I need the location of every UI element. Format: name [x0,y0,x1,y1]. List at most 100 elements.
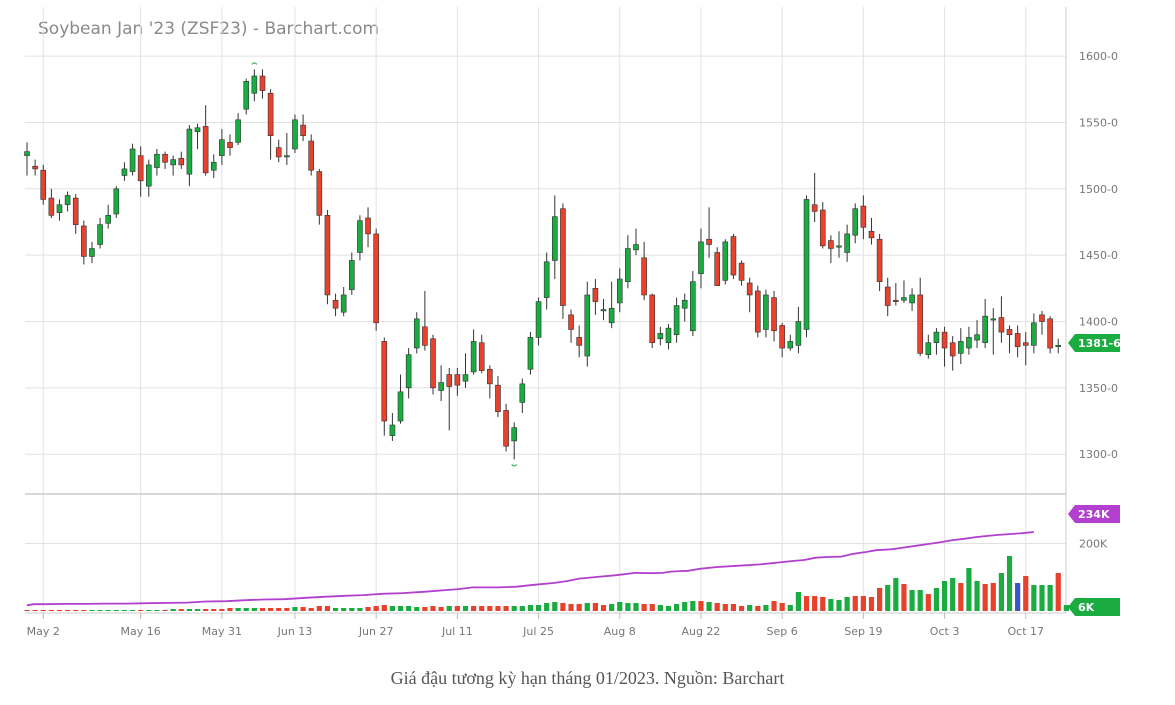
candle-body [72,197,79,225]
candle-body [966,337,972,349]
volume-bar [146,610,152,611]
last-price-badge-shape [1068,334,1120,352]
candle [413,312,420,354]
volume-bar [121,610,128,611]
candle-body [340,294,347,313]
date-tick-label: Jul 11 [441,625,473,638]
volume-bar [641,604,647,611]
date-tick-label: Oct 17 [1008,625,1045,638]
candle-body [357,220,363,253]
candle-body [162,153,168,163]
candle [462,353,469,388]
volume-bar [471,606,477,611]
candle-body [1014,333,1021,348]
candle [24,142,30,176]
candle-body [901,297,907,301]
volume-bar [511,606,517,611]
candle [633,228,639,256]
volume-bar [1023,576,1029,611]
candle [909,288,915,311]
volume-bar [32,610,38,611]
candle [340,286,347,317]
candle [397,374,404,424]
candle [1006,325,1013,354]
candle-body [543,261,550,298]
date-tick-label: May 31 [202,625,242,638]
candle-body [681,299,688,309]
candle-body [698,241,704,275]
candle [308,134,315,176]
candle-body [324,215,331,296]
volume-bar [779,603,785,611]
date-tick-label: Aug 22 [681,625,720,638]
candle [454,367,461,396]
volume-bar [438,607,444,611]
candle [811,172,818,222]
candle-body [129,148,136,172]
candle [925,334,932,359]
candle-body [81,225,87,257]
candle-body [511,427,518,442]
candle [665,324,672,350]
candle [227,134,233,156]
candle [438,365,444,402]
candle [901,280,907,303]
candle-body [113,188,120,215]
candle [625,235,631,289]
volume-bar [73,610,79,611]
chart-title: Soybean Jan '23 (ZSF23) - Barchart.com [38,19,380,39]
candle [779,322,785,358]
candle [560,203,566,319]
volume-bar [860,596,866,611]
candle [860,195,867,240]
candle-body [389,424,396,436]
open-interest-badge: 234K [1068,505,1120,523]
candle-body [478,342,485,371]
candle-body [949,342,956,357]
candle [868,217,875,245]
volume-bar [1047,585,1053,611]
candle-body [227,142,233,148]
candle-body [527,337,534,370]
candle-body [568,314,574,330]
volume-bar [763,605,769,611]
candle-body [219,139,225,156]
price-tick-label: 1600-0 [1079,50,1118,63]
candle [357,215,363,261]
volume-bar [316,606,322,611]
candle-body [381,341,388,422]
volume-bar [170,609,176,611]
candle-body [763,294,769,330]
candle [974,320,980,349]
candle [259,69,266,99]
open-interest-text: 234K [1078,508,1110,521]
volume-bar [795,592,801,611]
candle [405,348,412,399]
candle-body [957,341,964,354]
volume-bar [1006,556,1013,611]
volume-bar [868,597,875,611]
volume-bar [235,608,241,611]
candle-body [600,309,607,312]
volume-bar [600,605,607,611]
volume-bar [178,609,184,611]
candle [844,224,850,262]
date-tick-label: May 16 [121,625,161,638]
candle-body [665,327,672,344]
volume-badge-shape [1068,598,1120,616]
volume-bar [48,610,54,611]
last-price-text: 1381-6 [1078,337,1121,350]
candle-body [373,233,379,324]
candle-body [608,307,615,324]
candle-body [998,317,1005,333]
candle-body [576,337,582,346]
candle-body [284,155,290,158]
candle [673,297,680,343]
candle [284,133,290,165]
candle-body [503,410,509,447]
candle-body [860,205,867,228]
candle-body [1006,329,1013,336]
candle [1039,310,1045,335]
candle-body [243,81,250,110]
candle [186,125,193,187]
